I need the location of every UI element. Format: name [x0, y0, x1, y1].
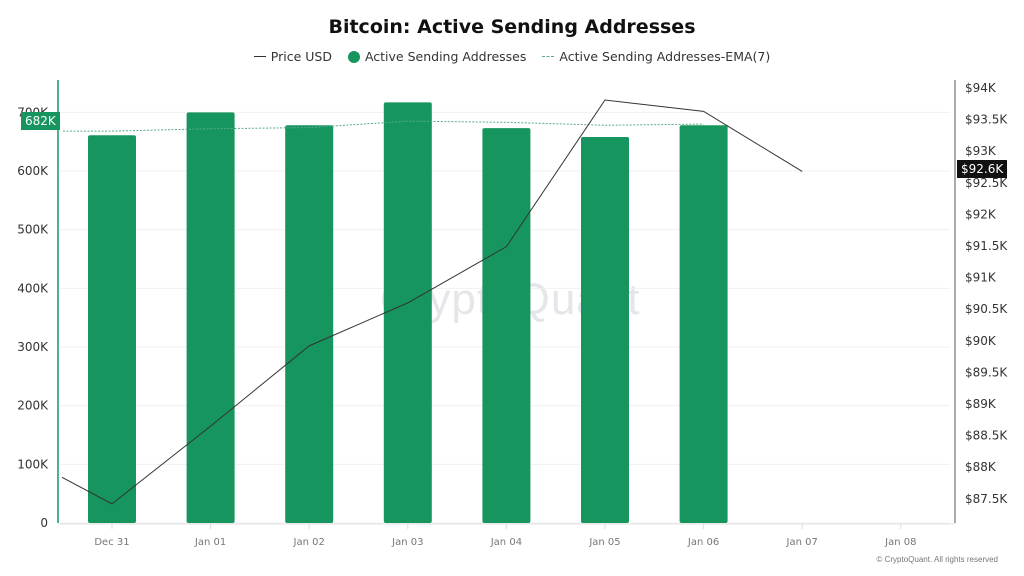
bar[interactable]	[482, 128, 531, 523]
y-axis-left-tick: 100K	[17, 457, 49, 471]
bar[interactable]	[285, 125, 334, 524]
y-axis-right-tick: $94K	[965, 81, 997, 95]
y-axis-left-tick: 300K	[17, 340, 49, 354]
bar[interactable]	[679, 125, 728, 524]
y-axis-left-tick: 0	[40, 516, 48, 530]
y-axis-right-tick: $90K	[965, 334, 997, 348]
y-axis-right-tick: $91.5K	[965, 239, 1008, 253]
legend-item-active-addresses[interactable]: Active Sending Addresses	[347, 49, 527, 64]
x-axis-tick: Jan 03	[391, 537, 423, 548]
y-axis-left-tick: 500K	[17, 223, 49, 237]
x-axis-tick: Dec 31	[94, 537, 129, 548]
y-axis-left-tick: 200K	[17, 399, 49, 413]
x-axis-tick: Jan 02	[293, 537, 325, 548]
current-value-badge: 682K	[21, 112, 60, 130]
y-axis-right-tick: $89.5K	[965, 365, 1008, 379]
x-axis-tick: Jan 05	[588, 537, 620, 548]
x-axis-tick: Jan 04	[490, 537, 522, 548]
y-axis-right-tick: $88.5K	[965, 429, 1008, 443]
x-axis-tick: Jan 08	[884, 537, 916, 548]
y-axis-right-tick: $88K	[965, 460, 997, 474]
legend-label: Active Sending Addresses-EMA(7)	[559, 49, 771, 64]
y-axis-right-tick: $90.5K	[965, 302, 1008, 316]
dot-icon	[347, 50, 360, 63]
copyright: © CryptoQuant. All rights reserved	[876, 555, 999, 564]
legend-label: Price USD	[270, 49, 332, 64]
y-axis-right-tick: $91K	[965, 271, 997, 285]
price-line	[61, 99, 803, 505]
y-axis-left-tick: 600K	[17, 164, 49, 178]
legend-label: Active Sending Addresses	[364, 49, 527, 64]
legend-item-price[interactable]: Price USD	[253, 49, 332, 64]
y-axis-right-tick: $89K	[965, 397, 997, 411]
legend: Price USD Active Sending Addresses Activ…	[0, 49, 1024, 64]
bar[interactable]	[88, 135, 136, 524]
x-axis-tick: Jan 06	[687, 537, 719, 548]
line-icon	[253, 56, 266, 57]
legend-item-ema[interactable]: Active Sending Addresses-EMA(7)	[542, 49, 770, 64]
ema-line	[63, 120, 704, 132]
bar[interactable]	[186, 112, 235, 523]
x-axis-tick: Jan 07	[786, 537, 818, 548]
current-price-badge: $92.6K	[957, 160, 1008, 178]
y-axis-right-tick: $93.5K	[965, 113, 1008, 127]
y-axis-right-tick: $92K	[965, 207, 997, 221]
y-axis-left-tick: 400K	[17, 281, 49, 295]
y-axis-right-tick: $93K	[965, 144, 997, 158]
x-axis-tick: Jan 01	[194, 537, 226, 548]
y-axis-right-tick: $92.5K	[965, 176, 1008, 190]
y-axis-right-tick: $87.5K	[965, 492, 1008, 506]
bar[interactable]	[383, 102, 432, 524]
chart-title: Bitcoin: Active Sending Addresses	[328, 16, 696, 38]
dashed-line-icon	[542, 56, 555, 57]
bar[interactable]	[581, 136, 629, 523]
